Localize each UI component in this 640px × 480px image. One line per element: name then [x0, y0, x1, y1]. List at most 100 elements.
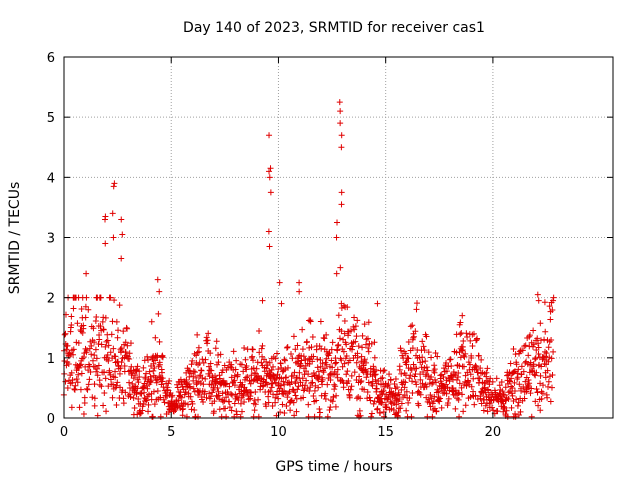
- data-point: [186, 373, 193, 380]
- data-point: [548, 355, 555, 362]
- data-point: [462, 378, 469, 385]
- data-point: [126, 355, 133, 362]
- data-point: [323, 361, 330, 368]
- data-point: [515, 366, 522, 373]
- data-point: [139, 407, 146, 414]
- data-point: [380, 368, 387, 375]
- data-point: [126, 391, 133, 398]
- data-point: [361, 321, 368, 328]
- data-point: [192, 369, 199, 376]
- data-point: [358, 378, 365, 385]
- data-point: [489, 378, 496, 385]
- data-point: [98, 383, 105, 390]
- data-point: [107, 376, 114, 383]
- y-tick-label: 5: [47, 111, 55, 126]
- data-point: [211, 398, 218, 405]
- data-point: [266, 359, 273, 366]
- data-point: [379, 374, 386, 381]
- data-point: [475, 352, 482, 359]
- data-point: [278, 375, 285, 382]
- data-point: [268, 366, 275, 373]
- data-point: [314, 356, 321, 363]
- data-point: [101, 389, 108, 396]
- data-point: [329, 339, 336, 346]
- data-point: [282, 366, 289, 373]
- data-point: [156, 373, 163, 380]
- data-point: [541, 336, 548, 343]
- data-point: [404, 354, 411, 361]
- data-point: [237, 400, 244, 407]
- data-point: [334, 347, 341, 354]
- data-point: [537, 372, 544, 379]
- data-point: [286, 388, 293, 395]
- data-point: [78, 370, 85, 377]
- x-axis-label: GPS time / hours: [275, 459, 392, 475]
- data-point: [493, 375, 500, 382]
- data-point: [443, 381, 450, 388]
- data-point: [96, 332, 103, 339]
- data-point: [158, 353, 165, 360]
- data-point: [269, 380, 276, 387]
- data-point: [216, 395, 223, 402]
- data-point: [383, 404, 390, 411]
- y-axis-label: SRMTID / TECUs: [7, 182, 23, 295]
- data-point: [231, 372, 238, 379]
- data-point: [76, 404, 83, 411]
- data-point: [107, 349, 114, 356]
- data-point: [118, 345, 125, 352]
- data-point: [88, 342, 95, 349]
- data-point: [157, 394, 164, 401]
- data-point: [78, 305, 85, 312]
- data-point: [266, 243, 273, 250]
- data-point: [86, 376, 93, 383]
- data-point: [250, 365, 257, 372]
- data-point: [538, 395, 545, 402]
- data-point: [96, 381, 103, 388]
- x-tick-label: 0: [60, 425, 68, 440]
- data-point: [221, 362, 228, 369]
- data-point: [338, 144, 345, 151]
- data-point: [235, 397, 242, 403]
- data-point: [366, 394, 373, 401]
- data-point: [161, 399, 168, 406]
- data-point: [393, 397, 400, 404]
- data-point: [477, 365, 484, 372]
- data-point: [537, 337, 544, 344]
- data-point: [379, 399, 386, 406]
- data-point: [265, 228, 272, 235]
- y-tick-label: 1: [47, 352, 55, 367]
- data-point: [145, 401, 152, 408]
- data-point: [169, 392, 176, 399]
- data-point: [362, 341, 369, 348]
- data-point: [150, 360, 157, 367]
- data-point: [110, 345, 117, 352]
- data-point: [132, 367, 139, 374]
- data-point: [91, 339, 98, 346]
- data-point: [489, 404, 496, 411]
- data-point: [91, 352, 98, 359]
- data-point: [323, 355, 330, 362]
- data-point: [200, 398, 207, 405]
- data-point: [302, 382, 309, 389]
- data-point: [386, 371, 393, 378]
- data-point: [346, 357, 353, 364]
- data-point: [151, 401, 158, 408]
- data-point: [514, 370, 521, 377]
- data-point: [546, 303, 553, 310]
- data-point: [545, 383, 552, 390]
- data-point: [93, 368, 100, 375]
- data-point: [272, 399, 279, 406]
- data-point: [190, 385, 197, 392]
- data-point: [195, 413, 202, 420]
- data-point: [93, 314, 100, 321]
- data-point: [252, 401, 259, 408]
- data-point: [119, 231, 126, 238]
- data-point: [377, 410, 384, 417]
- data-point: [77, 386, 84, 393]
- y-tick-label: 3: [47, 232, 55, 247]
- data-point: [453, 349, 460, 356]
- data-point: [323, 331, 330, 338]
- data-point: [458, 347, 465, 354]
- data-point: [249, 346, 256, 353]
- data-point: [233, 393, 240, 400]
